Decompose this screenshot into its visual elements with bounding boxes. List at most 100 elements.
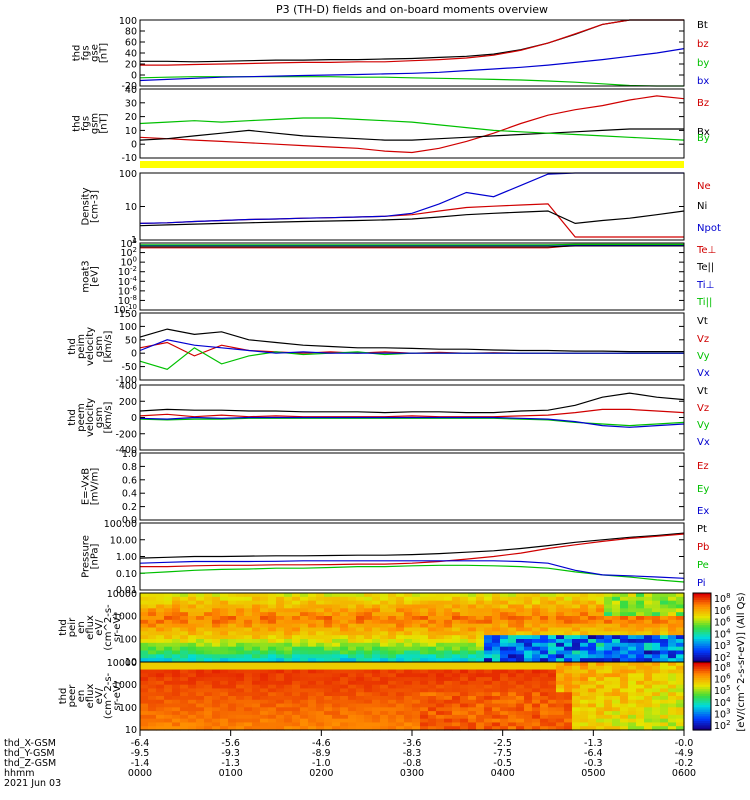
spectrogram-cell xyxy=(540,612,549,617)
spectrogram-cell xyxy=(516,650,525,655)
spectrogram-cell xyxy=(516,665,525,671)
spectrogram-cell xyxy=(476,673,485,678)
spectrogram-cell xyxy=(180,726,189,731)
spectrogram-cell xyxy=(300,669,309,674)
spectrogram-cell xyxy=(140,604,149,609)
spectrogram-cell xyxy=(612,680,621,686)
spectrogram-cell xyxy=(172,593,181,598)
spectrogram-cell xyxy=(428,623,437,629)
spectrogram-cell xyxy=(188,646,197,652)
colorbar-swatch xyxy=(693,680,711,683)
spectrogram-cell xyxy=(580,662,589,667)
spectrogram-cell xyxy=(196,616,205,621)
spectrogram-cell xyxy=(196,692,205,697)
spectrogram-cell xyxy=(524,654,533,659)
spectrogram-cell xyxy=(252,608,261,613)
spectrogram-cell xyxy=(596,635,605,640)
spectrogram-cell xyxy=(596,596,605,602)
spectrogram-cell xyxy=(228,707,237,712)
spectrogram-cell xyxy=(316,714,325,720)
spectrogram-cell xyxy=(308,699,317,705)
spectrogram-cell xyxy=(508,608,517,613)
spectrogram-cell xyxy=(196,658,205,663)
ylabel-line: [eV] xyxy=(90,266,101,287)
spectrogram-cell xyxy=(460,677,469,682)
ylabel-line: gsm xyxy=(94,336,105,357)
spectrogram-cell xyxy=(644,650,653,655)
spectrogram-cell xyxy=(388,623,397,629)
spectrogram-cell xyxy=(668,669,677,674)
spectrogram-cell xyxy=(612,619,621,625)
spectrogram-cell xyxy=(420,612,429,617)
spectrogram-cell xyxy=(436,627,445,632)
spectrogram-cell xyxy=(476,604,485,609)
spectrogram-cell xyxy=(428,608,437,613)
spectrogram-cell xyxy=(636,718,645,724)
spectrogram-cell xyxy=(532,673,541,678)
spectrogram-cell xyxy=(380,662,389,667)
spectrogram-cell xyxy=(476,639,485,644)
spectrogram-cell xyxy=(388,593,397,598)
spectrogram-cell xyxy=(268,714,277,720)
spectrogram-cell xyxy=(532,612,541,617)
colorbar-swatch xyxy=(693,686,711,690)
colorbar-tick-label: 104 xyxy=(714,627,731,640)
spectrogram-cell xyxy=(356,619,365,625)
spectrogram-cell xyxy=(140,627,149,632)
spectrogram-cell xyxy=(460,718,469,724)
spectrogram-cell xyxy=(412,623,421,629)
spectrogram-cell xyxy=(668,658,677,663)
ytick-label: 60 xyxy=(125,38,137,49)
spectrogram-cell xyxy=(284,650,293,655)
spectrogram-cell xyxy=(364,616,373,621)
spectrogram-cell xyxy=(340,593,349,598)
spectrogram-cell xyxy=(228,650,237,655)
spectrogram-cell xyxy=(620,696,629,701)
spectrogram-cell xyxy=(556,654,565,659)
spectrogram-cell xyxy=(540,722,549,727)
spectrogram-cell xyxy=(180,669,189,674)
spectrogram-cell xyxy=(268,707,277,712)
spectrogram-cell xyxy=(332,665,341,671)
spectrogram-cell xyxy=(372,612,381,617)
spectrogram-cell xyxy=(308,627,317,632)
spectrogram-cell xyxy=(228,658,237,663)
spectrogram-cell xyxy=(564,673,573,678)
spectrogram-cell xyxy=(388,711,397,716)
spectrogram-cell xyxy=(236,665,245,671)
spectrogram-cell xyxy=(316,711,325,716)
spectrogram-cell xyxy=(676,627,685,632)
spectrogram-cell xyxy=(676,684,685,690)
spectrogram-cell xyxy=(524,665,533,671)
spectrogram-cell xyxy=(484,726,493,731)
spectrogram-cell xyxy=(332,639,341,644)
spectrogram-cell xyxy=(460,726,469,731)
spectrogram-cell xyxy=(188,608,197,613)
spectrogram-cell xyxy=(428,688,437,693)
spectrogram-cell xyxy=(564,692,573,697)
spectrogram-cell xyxy=(564,718,573,724)
spectrogram-cell xyxy=(300,593,309,598)
spectrogram-cell xyxy=(532,619,541,625)
spectrogram-cell xyxy=(524,662,533,667)
spectrogram-cell xyxy=(356,696,365,701)
spectrogram-cell xyxy=(540,677,549,682)
spectrogram-cell xyxy=(540,619,549,625)
ytick-label: 1 xyxy=(131,235,137,246)
spectrogram-cell xyxy=(652,612,661,617)
spectrogram-cell xyxy=(372,726,381,731)
spectrogram-cell xyxy=(156,680,165,686)
spectrogram-cell xyxy=(420,711,429,716)
spectrogram-cell xyxy=(260,642,269,648)
spectrogram-cell xyxy=(364,646,373,652)
spectrogram-cell xyxy=(668,639,677,644)
spectrogram-cell xyxy=(588,627,597,632)
spectrogram-cell xyxy=(676,718,685,724)
spectrogram-cell xyxy=(452,699,461,705)
spectrogram-cell xyxy=(668,612,677,617)
spectrogram-cell xyxy=(172,726,181,731)
colorbar-swatch xyxy=(693,618,711,622)
spectrogram-cell xyxy=(652,616,661,621)
spectrogram-cell xyxy=(476,616,485,621)
spectrogram-cell xyxy=(580,623,589,629)
